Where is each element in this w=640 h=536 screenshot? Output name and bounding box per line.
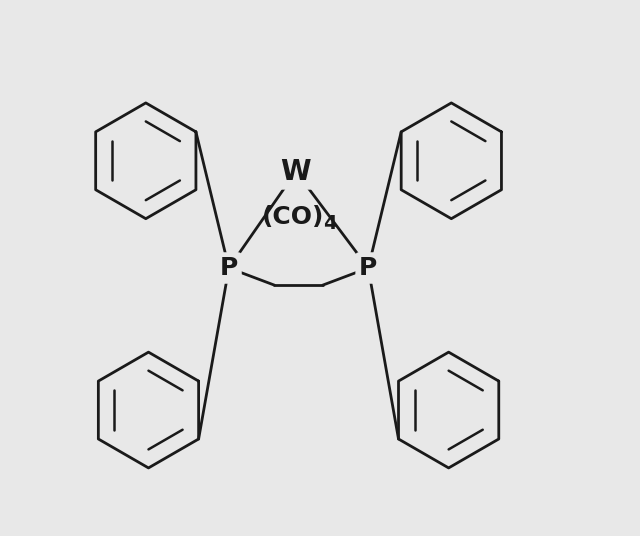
Text: P: P (220, 256, 238, 280)
Text: W: W (280, 158, 311, 185)
Text: (CO): (CO) (262, 205, 324, 229)
Text: P: P (359, 256, 378, 280)
Text: 4: 4 (323, 214, 337, 233)
